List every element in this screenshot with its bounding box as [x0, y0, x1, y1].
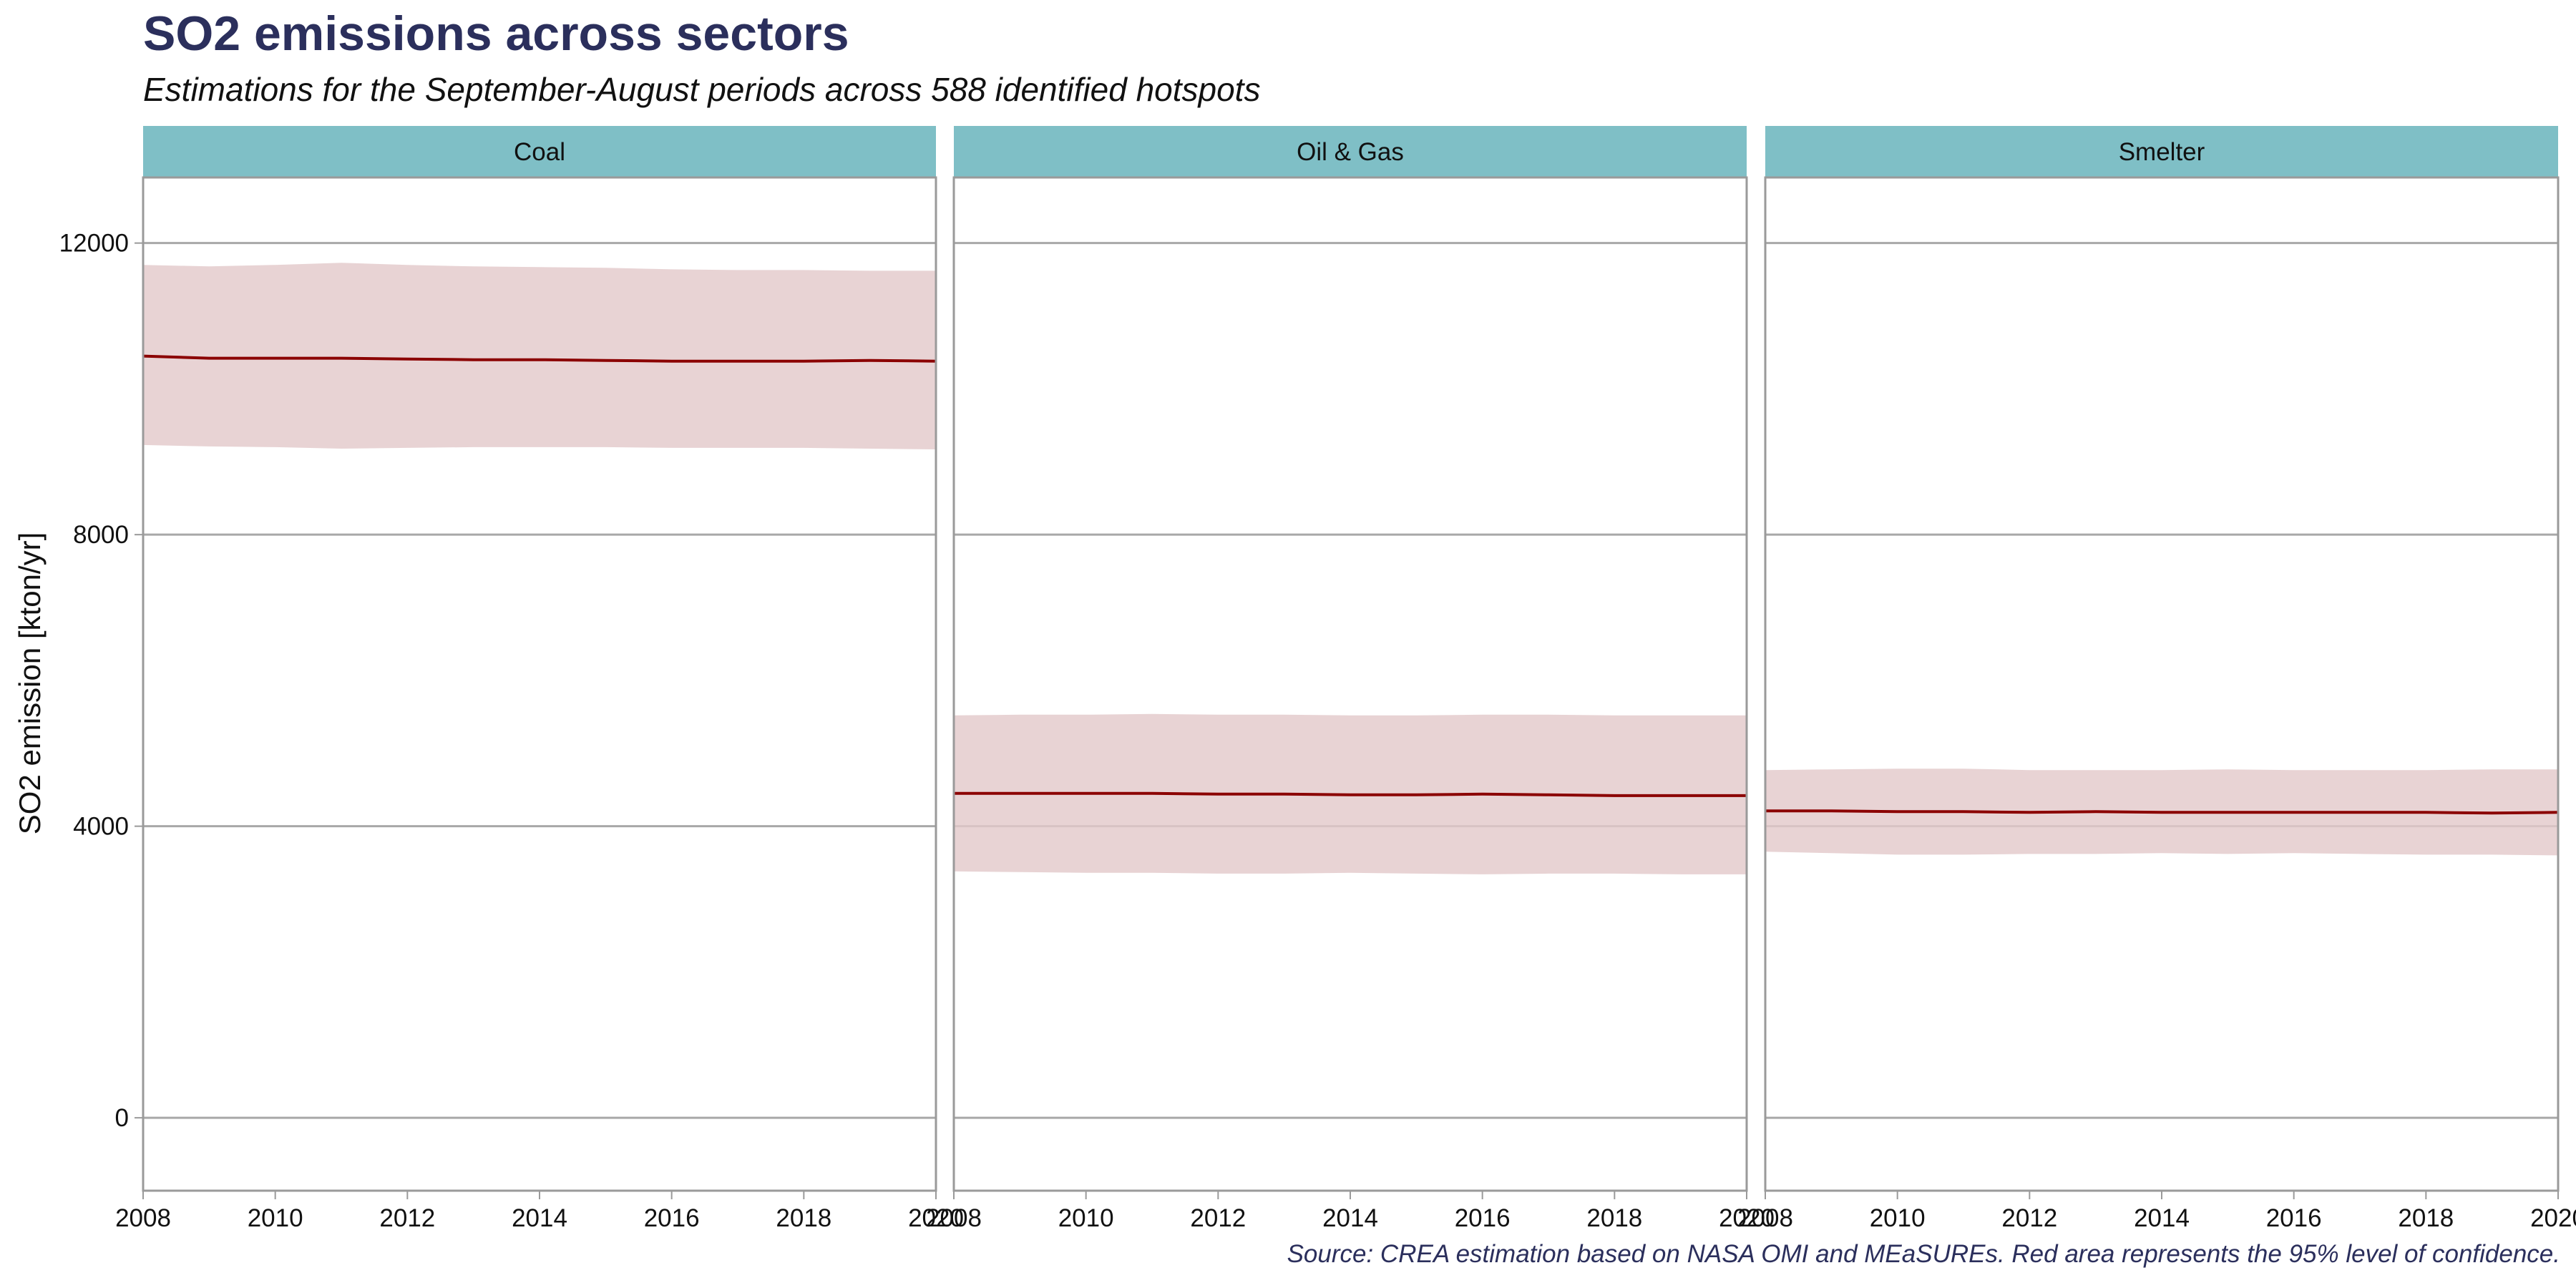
facet-strip-label: Coal — [514, 138, 565, 166]
panel-frame — [142, 176, 937, 1192]
facet-strip-label: Smelter — [2119, 138, 2205, 166]
x-tick-label: 2012 — [379, 1204, 435, 1232]
x-tick-label: 2020 — [1719, 1204, 1775, 1232]
confidence-band-coal — [143, 263, 936, 449]
x-tick-label: 2014 — [2134, 1204, 2190, 1232]
facet-strip-smelter — [1765, 126, 2558, 177]
x-tick-label: 2016 — [1455, 1204, 1511, 1232]
chart-subtitle: Estimations for the September-August per… — [143, 71, 1261, 108]
y-tick-label: 8000 — [73, 521, 129, 549]
panel-background — [954, 177, 1747, 1191]
x-tick-label: 2012 — [1190, 1204, 1246, 1232]
x-tick-label: 2016 — [644, 1204, 700, 1232]
facet-strip-label: Oil & Gas — [1297, 138, 1404, 166]
x-tick-label: 2008 — [115, 1204, 171, 1232]
y-tick-label: 0 — [115, 1104, 129, 1132]
chart-caption: Source: CREA estimation based on NASA OM… — [1287, 1240, 2560, 1268]
panel-background — [1765, 177, 2558, 1191]
x-tick-label: 2012 — [2001, 1204, 2057, 1232]
emission-line-oil-gas — [954, 791, 1747, 797]
x-tick-label: 2008 — [926, 1204, 982, 1232]
x-tick-label: 2018 — [1586, 1204, 1642, 1232]
facet-strip-oil-gas — [954, 126, 1747, 177]
x-tick-label: 2020 — [2530, 1204, 2576, 1232]
x-tick-label: 2010 — [248, 1204, 303, 1232]
x-tick-label: 2010 — [1870, 1204, 1926, 1232]
chart-title: SO2 emissions across sectors — [143, 6, 849, 61]
emission-line-smelter — [1765, 809, 2559, 815]
panel-frame — [952, 176, 1748, 1192]
facet-strip-coal — [143, 126, 936, 177]
x-tick-label: 2016 — [2266, 1204, 2322, 1232]
x-tick-label: 2008 — [1737, 1204, 1793, 1232]
x-tick-label: 2010 — [1058, 1204, 1114, 1232]
y-tick-label: 12000 — [59, 230, 129, 258]
x-tick-label: 2018 — [776, 1204, 831, 1232]
y-axis-label: SO2 emission [kton/yr] — [13, 532, 47, 834]
emission-line-coal — [142, 354, 937, 363]
x-tick-label: 2020 — [908, 1204, 964, 1232]
panel-frame — [1764, 176, 2560, 1192]
x-tick-label: 2014 — [512, 1204, 567, 1232]
x-tick-label: 2018 — [2398, 1204, 2454, 1232]
y-tick-label: 4000 — [73, 813, 129, 841]
x-tick-label: 2014 — [1322, 1204, 1378, 1232]
